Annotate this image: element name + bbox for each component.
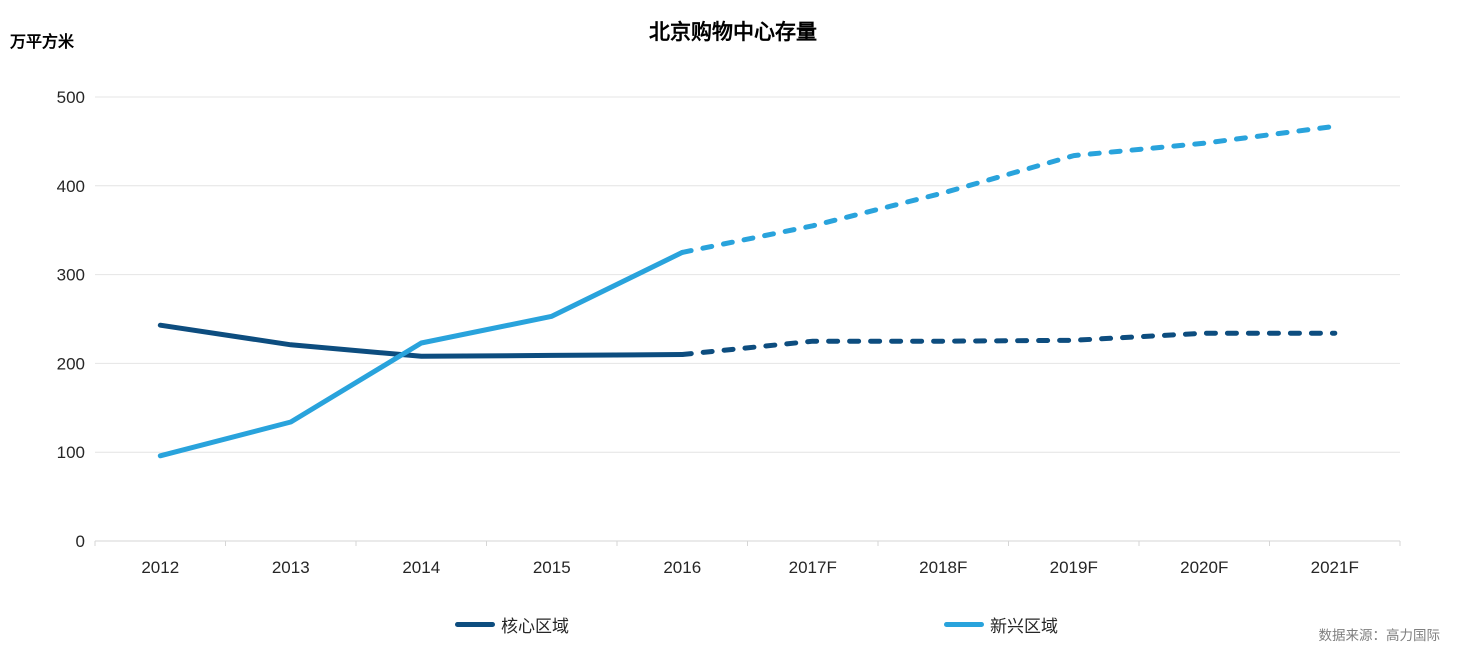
x-axis-tick-label: 2017F <box>789 558 837 577</box>
x-axis-tick-label: 2019F <box>1050 558 1098 577</box>
y-axis-tick-label: 200 <box>57 354 85 373</box>
y-axis-tick-label: 400 <box>57 177 85 196</box>
x-axis-tick-label: 2020F <box>1180 558 1228 577</box>
y-axis-unit-label: 万平方米 <box>10 34 75 51</box>
legend-item-core[interactable]: 核心区域 <box>455 612 569 637</box>
x-axis-tick-label: 2015 <box>533 558 571 577</box>
legend-item-emerging[interactable]: 新兴区域 <box>944 612 1058 637</box>
x-axis-tick-label: 2016 <box>663 558 701 577</box>
x-axis-tick-label: 2018F <box>919 558 967 577</box>
x-axis-tick-label: 2013 <box>272 558 310 577</box>
legend-label-core: 核心区域 <box>501 617 569 636</box>
chart-title: 北京购物中心存量 <box>649 21 817 44</box>
legend-line-swatch-emerging <box>944 622 984 627</box>
y-axis-tick-label: 100 <box>57 443 85 462</box>
legend-label-emerging: 新兴区域 <box>990 617 1058 636</box>
y-axis-tick-label: 500 <box>57 88 85 107</box>
line-chart: 0 100 200 300 400 500 2012 2013 2014 2015 2016 2017… <box>57 88 1401 577</box>
x-axis-tick-label: 2014 <box>402 558 440 577</box>
data-source-note: 数据来源：高力国际 <box>1318 628 1441 643</box>
chart-legend: 核心区域 新兴区域 <box>0 612 1466 642</box>
x-axis-tick-label: 2021F <box>1311 558 1359 577</box>
series-line-dashed-新兴区域[interactable] <box>679 123 1338 255</box>
x-axis-tick-label: 2012 <box>141 558 179 577</box>
y-axis-tick-label: 0 <box>76 532 85 551</box>
series-line-solid-新兴区域[interactable] <box>157 249 685 459</box>
series-line-dashed-核心区域[interactable] <box>679 330 1338 357</box>
series-line-solid-核心区域[interactable] <box>157 322 685 359</box>
y-axis-tick-label: 300 <box>57 266 85 285</box>
legend-line-swatch-core <box>455 622 495 627</box>
